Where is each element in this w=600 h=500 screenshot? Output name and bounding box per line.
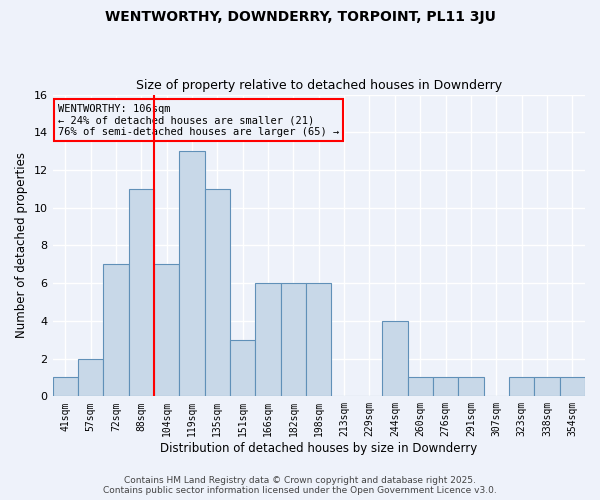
Bar — [281, 283, 306, 397]
Bar — [509, 378, 534, 396]
Bar — [103, 264, 128, 396]
Bar — [128, 189, 154, 396]
Bar — [433, 378, 458, 396]
X-axis label: Distribution of detached houses by size in Downderry: Distribution of detached houses by size … — [160, 442, 478, 455]
Bar — [560, 378, 585, 396]
Bar — [306, 283, 331, 397]
Bar — [458, 378, 484, 396]
Text: WENTWORTHY: 106sqm
← 24% of detached houses are smaller (21)
76% of semi-detache: WENTWORTHY: 106sqm ← 24% of detached hou… — [58, 104, 339, 137]
Bar — [230, 340, 256, 396]
Bar — [78, 358, 103, 397]
Bar — [534, 378, 560, 396]
Bar — [154, 264, 179, 396]
Bar — [53, 378, 78, 396]
Text: WENTWORTHY, DOWNDERRY, TORPOINT, PL11 3JU: WENTWORTHY, DOWNDERRY, TORPOINT, PL11 3J… — [104, 10, 496, 24]
Y-axis label: Number of detached properties: Number of detached properties — [15, 152, 28, 338]
Bar — [256, 283, 281, 397]
Text: Contains HM Land Registry data © Crown copyright and database right 2025.
Contai: Contains HM Land Registry data © Crown c… — [103, 476, 497, 495]
Bar — [382, 321, 407, 396]
Title: Size of property relative to detached houses in Downderry: Size of property relative to detached ho… — [136, 79, 502, 92]
Bar — [205, 189, 230, 396]
Bar — [407, 378, 433, 396]
Bar — [179, 151, 205, 396]
